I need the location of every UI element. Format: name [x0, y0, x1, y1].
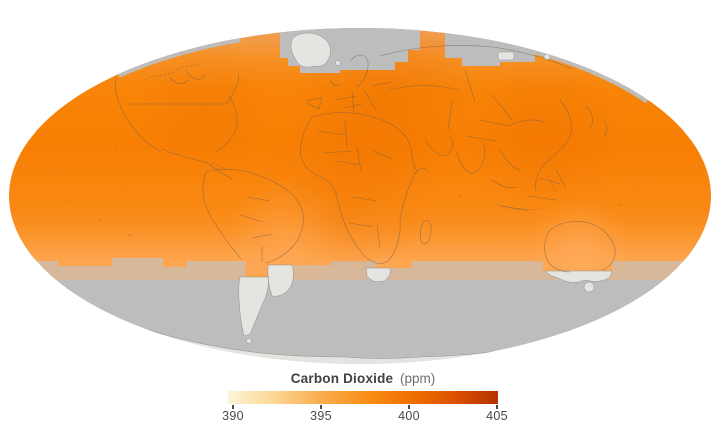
- tick-label-390: 390: [222, 409, 244, 423]
- tick-label-405: 405: [486, 409, 508, 423]
- colorbar-ticks: 390 395 400 405: [222, 405, 508, 423]
- colorbar-legend: Carbon Dioxide (ppm) 390: [222, 371, 508, 423]
- legend-title-unit: (ppm): [400, 371, 436, 386]
- colorbar-gradient: [228, 391, 498, 404]
- tick-mark-390: [232, 405, 234, 409]
- tick-mark-405: [496, 405, 498, 409]
- legend-title: Carbon Dioxide (ppm): [228, 371, 498, 387]
- tick-mark-395: [320, 405, 322, 409]
- country-borders: [55, 45, 641, 273]
- patagonia-landmass: [238, 276, 269, 337]
- greenland-landmass: [290, 32, 331, 68]
- tick-label-395: 395: [310, 409, 332, 423]
- legend-title-main: Carbon Dioxide: [290, 371, 394, 386]
- world-map-container: [9, 28, 711, 364]
- tasmania-landmass: [583, 281, 595, 293]
- tick-label-400: 400: [398, 409, 420, 423]
- world-map: [9, 28, 711, 364]
- tick-mark-400: [408, 405, 410, 409]
